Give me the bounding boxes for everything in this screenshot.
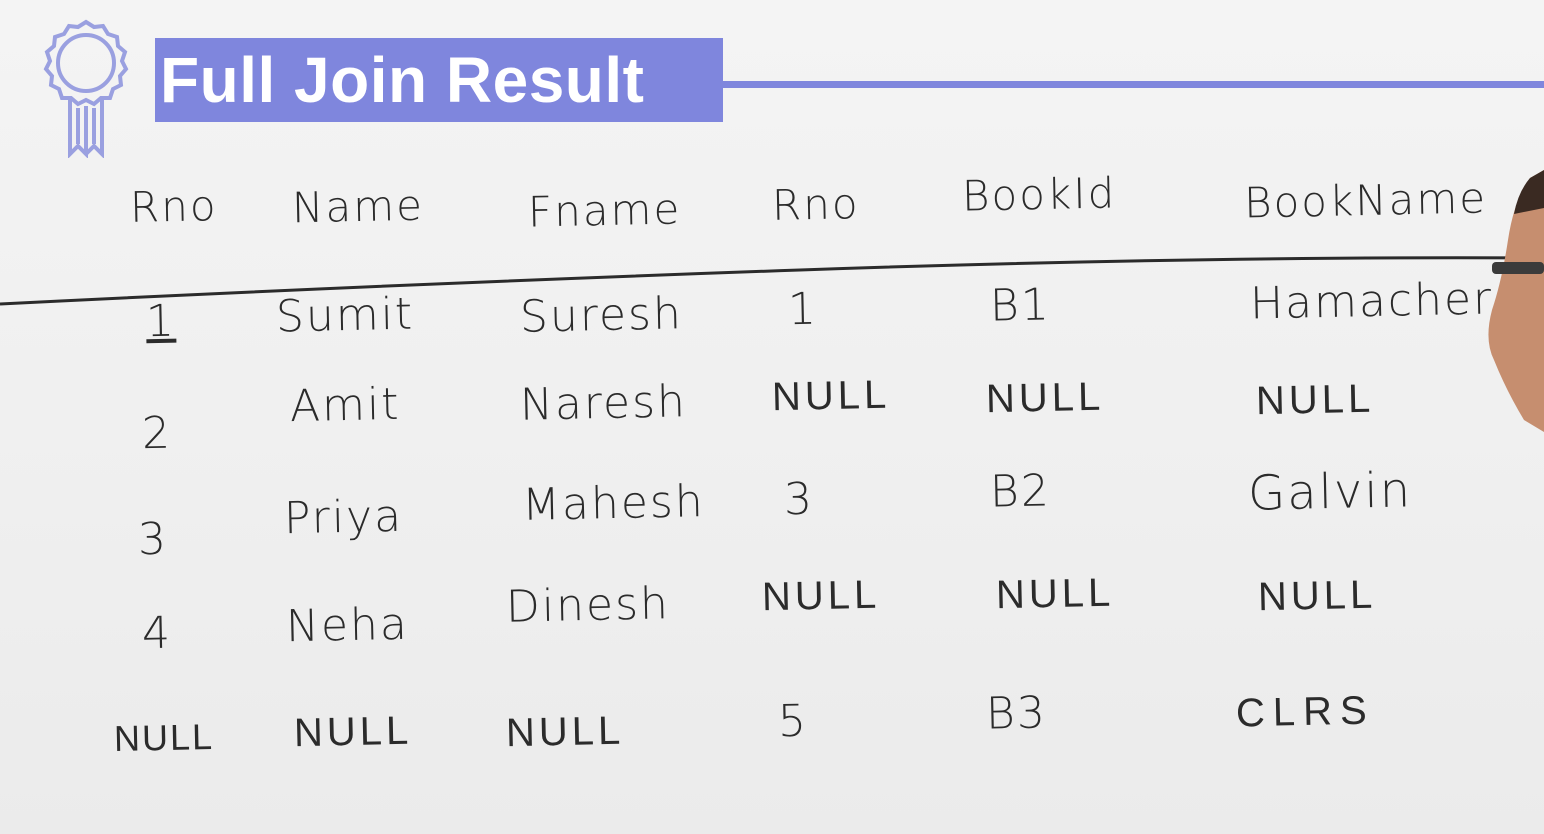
cell-r2-rno: 2 [141,407,173,460]
header-rno-2: Rno [771,179,860,230]
cell-r3-rno: 3 [137,513,169,566]
cell-r5-name: NULL [293,708,413,756]
cell-r2-bookid: NULL [985,374,1105,422]
cell-r4-fname: Dinesh [505,578,671,633]
cell-r5-bookname: CLRS [1235,688,1376,736]
award-ribbon-icon [43,19,129,158]
cell-r5-rno-2: 5 [777,695,809,748]
cell-r4-name: Neha [285,598,410,653]
title-underline [723,81,1544,88]
cell-r3-bookid: B2 [989,465,1052,518]
cell-r4-bookid: NULL [995,570,1115,618]
cell-r1-name: Sumit [275,288,415,343]
cell-r1-bookid: B1 [989,279,1052,332]
cell-r1-rno: 1 [145,295,177,348]
cell-r2-fname: Naresh [519,376,688,431]
header-bookid: BookId [961,168,1117,221]
cell-r5-rno: NULL [113,715,215,760]
cell-r2-rno-2: NULL [771,372,891,420]
cell-r4-bookname: NULL [1257,572,1377,620]
presenter-silhouette [1488,170,1544,432]
cell-r3-bookname: Galvin [1247,462,1413,522]
cell-r2-bookname: NULL [1255,376,1375,424]
cell-r1-rno-2: 1 [787,283,819,336]
cell-r3-rno-2: 3 [783,473,815,526]
cell-r1-bookname: Hamacher [1249,273,1494,330]
cell-r1-fname: Suresh [519,288,684,343]
header-name: Name [291,180,425,233]
cell-r5-bookid: B3 [985,687,1048,740]
cell-r3-fname: Mahesh [521,476,706,531]
cell-r4-rno: 4 [141,607,173,660]
header-divider [0,256,1544,306]
cell-r2-name: Amit [289,378,401,433]
cell-r5-fname: NULL [505,708,625,756]
header-bookname: BookName [1243,173,1488,228]
title-highlight [155,38,723,122]
cell-r3-name: Priya [283,490,404,545]
page-title: Full Join Result [160,44,645,116]
cell-r4-rno-2: NULL [761,572,881,620]
header-rno: Rno [129,181,218,232]
header-fname: Fname [527,184,682,237]
